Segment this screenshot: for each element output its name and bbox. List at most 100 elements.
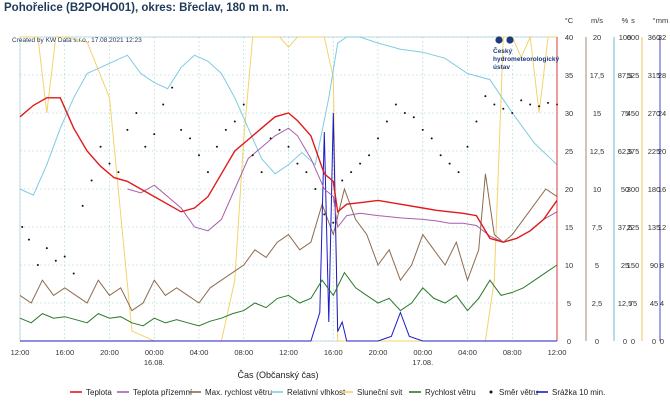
wind-direction-point [36, 264, 39, 266]
wind-direction-point [511, 112, 514, 114]
wind-direction-point [332, 221, 335, 224]
wind-direction-point [350, 171, 353, 174]
axis-1-tick: 2,5 [592, 299, 602, 308]
axis-1-tick: 10 [593, 185, 601, 194]
logo-line3: ústav [493, 64, 510, 71]
wind-direction-point [233, 120, 236, 123]
axis-4-tick: 0 [652, 337, 656, 346]
legend-item[interactable]: Max. rychlost větru [189, 388, 272, 397]
x-tick-label: 00:00 [413, 348, 432, 357]
axis-2-tick: 0 [623, 337, 627, 346]
axis-4-tick: 270 [648, 109, 661, 118]
wind-direction-point [538, 105, 541, 108]
wind-direction-point [144, 145, 147, 148]
series-sr-ka-10-min- [20, 112, 557, 342]
axis-4-tick: 180 [648, 185, 661, 194]
x-tick-label: 04:00 [190, 348, 209, 357]
x-tick-label: 16:00 [324, 348, 343, 357]
axis-3-tick: 0 [631, 337, 635, 346]
legend-item[interactable]: Relativní vlhkost [271, 388, 346, 397]
axis-1-tick: 12,5 [590, 147, 605, 156]
axis-3-tick: 150 [627, 261, 640, 270]
axis-1-tick: 17,5 [590, 71, 605, 80]
wind-direction-point [484, 95, 487, 98]
created-label: Created by KW Data s.r.o., 17.08.2021 12… [12, 37, 142, 44]
axis-1-tick: 5 [595, 261, 599, 270]
axis-2-tick: 50 [621, 185, 629, 194]
axis-2-tick: 37,5 [618, 223, 633, 232]
axis-0-tick: 20 [565, 185, 573, 194]
logo-dot-left [495, 36, 503, 44]
wind-direction-point [135, 112, 138, 114]
axis-0-tick: 35 [565, 71, 573, 80]
axis-3-tick: 225 [627, 223, 640, 232]
wind-direction-point [198, 154, 200, 157]
axis-0-tick: 0 [567, 337, 571, 346]
wind-direction-point [21, 226, 24, 228]
wind-direction-point [224, 128, 227, 131]
legend-item[interactable]: Rychlost větru [409, 388, 476, 397]
axis-2-tick: 87,5 [618, 71, 633, 80]
axis-0-tick: 40 [565, 33, 573, 42]
axis-1-tick: 20 [593, 33, 601, 42]
axis-1-tick: 15 [593, 109, 601, 118]
date-label: 16.08. [144, 358, 165, 367]
wind-direction-point [502, 107, 505, 110]
axis-5-tick: 8 [660, 261, 664, 270]
legend-item[interactable]: Teplota přízemní [117, 388, 193, 397]
wind-direction-point [117, 171, 120, 174]
wind-direction-point [296, 162, 299, 165]
legend-label: Směr větru [499, 388, 538, 397]
wind-direction-point [493, 103, 496, 106]
wind-direction-point [430, 137, 433, 140]
legend-item[interactable]: Srážka 10 min. [536, 388, 605, 397]
wind-direction-point [403, 112, 406, 114]
wind-direction-point [475, 120, 478, 123]
axis-2-tick: 75 [621, 109, 629, 118]
axis-1-tick: 7,5 [592, 223, 602, 232]
wind-direction-point [81, 204, 84, 207]
wind-direction-point [180, 128, 183, 131]
wind-direction-point [359, 162, 362, 165]
legend-label: Sluneční svit [357, 388, 403, 397]
axis-3-tick: 600 [627, 33, 640, 42]
wind-direction-point [377, 137, 379, 140]
axis-4-tick: 135 [648, 223, 661, 232]
wind-direction-point [278, 128, 281, 131]
axis-5-unit: mm [656, 16, 669, 25]
axis-4-unit: ° [653, 16, 656, 25]
x-tick-label: 04:00 [458, 348, 477, 357]
x-tick-label: 12:00 [11, 348, 30, 357]
axis-2-tick: 100 [619, 33, 632, 42]
axis-5-tick: 20 [658, 147, 666, 156]
axis-4-tick: 315 [648, 71, 661, 80]
axis-3-tick: 525 [627, 71, 640, 80]
wind-direction-point [27, 238, 30, 241]
wind-direction-point [323, 213, 326, 216]
legend-item[interactable]: Teplota [70, 388, 112, 397]
wind-direction-point [108, 162, 111, 165]
wind-direction-point [394, 103, 397, 106]
axis-4-tick: 45 [650, 299, 658, 308]
series-teplota-p-zemn- [127, 127, 558, 243]
x-tick-label: 08:00 [234, 348, 253, 357]
axes-layer: 12:00 16:00 20:00 00:00 04:00 08:00 12:00 16:00… [11, 16, 669, 367]
series-teplota [19, 97, 558, 243]
wind-direction-point [457, 171, 460, 174]
wind-direction-point [448, 162, 451, 165]
legend-item[interactable]: Směr větru [489, 388, 539, 397]
axis-3-tick: 75 [629, 299, 637, 308]
x-tick-label: 08:00 [503, 348, 522, 357]
axis-3-tick: 450 [627, 109, 640, 118]
wind-direction-point [529, 103, 532, 106]
wind-direction-point [63, 255, 66, 258]
x-tick-label: 16:00 [55, 348, 74, 357]
axis-1-unit: m/s [591, 16, 603, 25]
wind-direction-point [287, 145, 290, 148]
x-tick-label: 20:00 [100, 348, 119, 357]
legend-item[interactable]: Sluneční svit [341, 388, 403, 397]
wind-direction-point [171, 86, 174, 89]
x-axis-label: Čas (Občanský čas) [237, 370, 318, 380]
wind-direction-point [466, 145, 469, 148]
